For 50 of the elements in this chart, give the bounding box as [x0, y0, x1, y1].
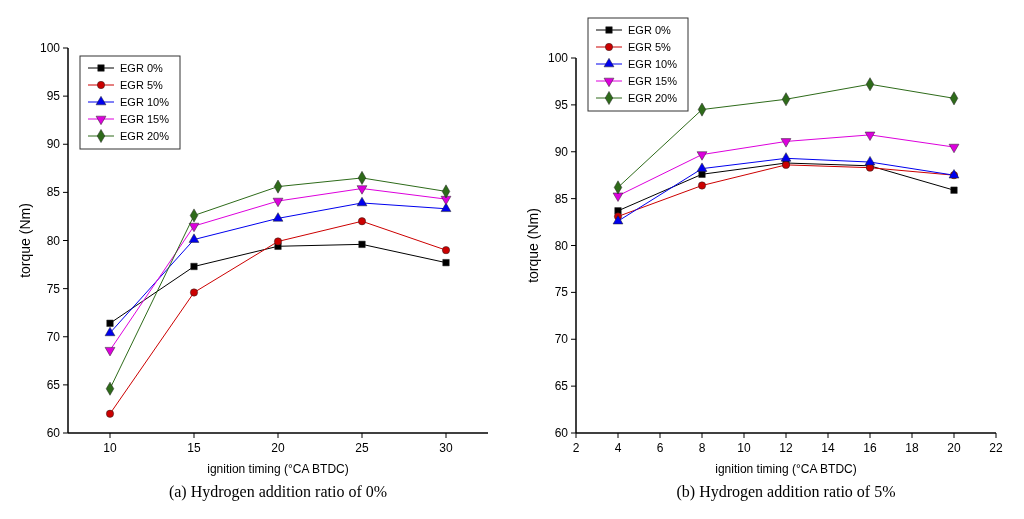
- x-tick-label: 10: [103, 441, 117, 455]
- legend-label: EGR 0%: [628, 24, 672, 36]
- y-tick-label: 70: [46, 329, 61, 344]
- x-tick-label: 20: [271, 441, 285, 455]
- x-tick-label: 30: [439, 441, 453, 455]
- y-tick-label: 95: [46, 89, 61, 104]
- x-axis-title: ignition timing (°CA BTDC): [207, 462, 349, 476]
- x-tick-label: 15: [187, 441, 201, 455]
- y-tick-label: 75: [554, 285, 569, 300]
- text: (a) Hydrogen addition ratio of 0%: [168, 483, 388, 501]
- x-tick-label: 6: [656, 441, 664, 455]
- x-tick-label: 20: [947, 441, 961, 455]
- y-tick-label: 90: [46, 137, 61, 152]
- legend-label: EGR 15%: [120, 113, 170, 125]
- legend-label: EGR 20%: [628, 92, 678, 104]
- y-tick-label: 85: [46, 185, 61, 200]
- x-tick-label: 10: [737, 441, 751, 455]
- text: (b) Hydrogen addition ratio of 5%: [676, 483, 896, 501]
- x-tick-label: 22: [989, 441, 1003, 455]
- x-tick-label: 8: [698, 441, 706, 455]
- y-tick-label: 70: [554, 332, 569, 347]
- y-tick-label: 60: [554, 426, 569, 440]
- x-tick-label: 14: [821, 441, 835, 455]
- x-tick-label: 4: [614, 441, 622, 455]
- legend-label: EGR 20%: [120, 130, 170, 142]
- legend-label: EGR 0%: [120, 62, 164, 74]
- x-tick-label: 25: [355, 441, 369, 455]
- y-tick-label: 80: [46, 233, 61, 248]
- legend-label: EGR 5%: [628, 41, 672, 53]
- x-tick-label: 16: [863, 441, 877, 455]
- legend-label: EGR 15%: [628, 75, 678, 87]
- legend-label: EGR 5%: [120, 79, 164, 91]
- y-tick-label: 60: [46, 426, 61, 440]
- y-tick-label: 95: [554, 97, 569, 112]
- y-tick-label: 65: [554, 379, 569, 394]
- y-axis-title: torque (Nm): [17, 203, 33, 278]
- y-tick-label: 90: [554, 144, 569, 159]
- y-tick-label: 75: [46, 281, 61, 296]
- y-axis-title: torque (Nm): [525, 208, 541, 283]
- y-tick-label: 85: [554, 191, 569, 206]
- y-tick-label: 80: [554, 238, 569, 253]
- legend-label: EGR 10%: [120, 96, 170, 108]
- y-tick-label: 65: [46, 377, 61, 392]
- y-tick-label: 100: [547, 51, 569, 65]
- x-tick-label: 18: [905, 441, 919, 455]
- legend-label: EGR 10%: [628, 58, 678, 70]
- x-axis-title: ignition timing (°CA BTDC): [715, 462, 857, 476]
- x-tick-label: 12: [779, 441, 793, 455]
- y-tick-label: 100: [39, 41, 61, 55]
- x-tick-label: 2: [572, 441, 580, 455]
